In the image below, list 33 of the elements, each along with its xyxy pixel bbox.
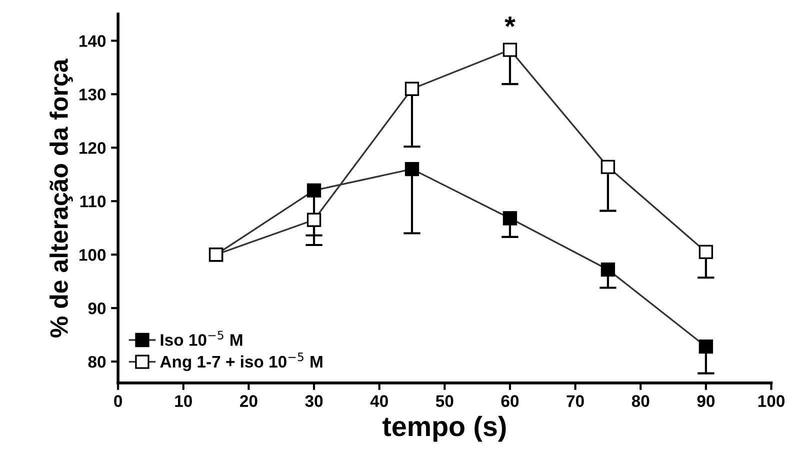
point [306,212,322,227]
y-tick-label: 130 [79,88,106,100]
y-tick-label: 140 [79,35,106,47]
point [698,339,714,354]
y-tick-label: 100 [79,249,106,261]
y-tick-label: 120 [79,142,106,154]
legend-label: Iso 10$^{−5}$ M [160,330,242,346]
legend-label: Ang 1-7 + iso 10$^{−5}$ M [160,352,322,372]
x-axis-title: tempo (s) [382,416,506,442]
x-tick-label: 20 [240,395,258,407]
x-tick-label: 0 [114,395,122,407]
y-tick-label: 90 [88,302,106,314]
x-tick-label: 30 [305,395,323,408]
point [698,244,714,260]
y-tick-label: 80 [88,356,106,368]
annotation: * [504,16,516,27]
x-tick-label: 80 [632,395,650,407]
x-tick-label: 50 [436,395,454,407]
x-tick-label: 40 [370,395,388,407]
x-tick-label: 100 [758,395,784,407]
x-tick-label: 10 [175,395,192,407]
point [306,183,322,198]
point [404,162,420,176]
x-tick-label: 60 [501,395,519,407]
point [502,211,518,226]
point [600,160,616,174]
y-axis-title: % de alteração da força [50,58,73,338]
point [600,262,616,277]
point [502,42,518,57]
x-tick-label: 90 [697,395,715,407]
x-tick-label: 70 [566,395,584,407]
point [404,82,420,96]
y-tick-label: 110 [80,196,106,208]
